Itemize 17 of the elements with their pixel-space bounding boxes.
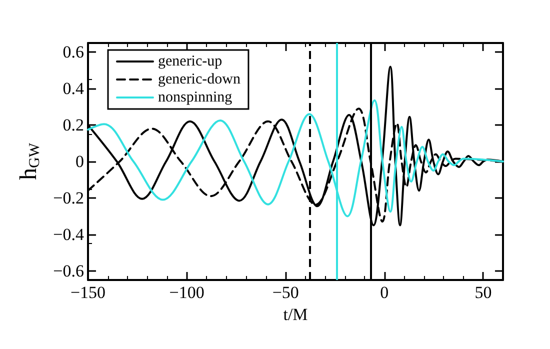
x-tick-label: 50 bbox=[474, 283, 492, 302]
y-tick-label: −0.2 bbox=[53, 188, 84, 208]
y-tick-label: −0.4 bbox=[53, 224, 84, 244]
y-tick-label: −0.6 bbox=[53, 261, 84, 280]
y-axis-title: hGW bbox=[16, 142, 43, 180]
legend-label: nonspinning bbox=[158, 90, 233, 106]
x-tick-label: −150 bbox=[70, 283, 106, 302]
legend-label: generic-down bbox=[158, 72, 241, 88]
y-tick-label: 0 bbox=[76, 152, 84, 171]
y-tick-label: 0.6 bbox=[62, 42, 84, 62]
x-tick-label: −100 bbox=[169, 283, 204, 302]
x-tick-label: −50 bbox=[272, 283, 299, 302]
y-tick-label: 0.2 bbox=[62, 116, 84, 135]
legend-label: generic-up bbox=[158, 54, 222, 70]
y-tick-label: 0.4 bbox=[62, 79, 84, 98]
x-tick-label: 0 bbox=[380, 283, 389, 302]
x-axis-title: t/M bbox=[283, 304, 308, 324]
